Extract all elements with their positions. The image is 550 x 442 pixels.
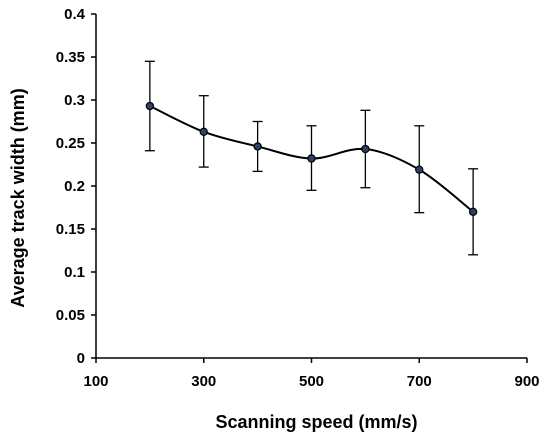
data-point — [415, 165, 424, 174]
x-tick-label: 100 — [83, 373, 108, 390]
data-point — [199, 127, 208, 137]
x-tick-label: 700 — [407, 373, 432, 390]
y-tick-label: 0.4 — [64, 6, 86, 23]
data-point — [307, 154, 316, 163]
x-axis-ticks: 100 300 500 700 900 — [83, 358, 540, 390]
data-point — [361, 144, 370, 154]
data-point — [468, 207, 478, 216]
data-point — [253, 142, 262, 151]
x-tick-label: 500 — [299, 373, 324, 390]
y-tick-label: 0.15 — [56, 221, 85, 238]
y-tick-label: 0.25 — [56, 135, 85, 152]
y-tick-label: 0.2 — [64, 178, 85, 195]
y-axis-title: Average track width (mm) — [8, 88, 28, 307]
data-markers — [145, 101, 478, 216]
y-tick-label: 0 — [77, 350, 85, 367]
y-tick-label: 0.3 — [64, 92, 85, 109]
x-tick-label: 300 — [191, 373, 216, 390]
x-tick-label: 900 — [514, 373, 539, 390]
x-axis-title: Scanning speed (mm/s) — [215, 412, 417, 432]
y-tick-label: 0.1 — [64, 264, 85, 281]
y-tick-label: 0.05 — [56, 307, 85, 324]
y-tick-label: 0.35 — [56, 49, 85, 66]
y-axis-ticks: 0 0.05 0.1 0.15 0.2 0.25 0.3 0.35 0.4 — [56, 6, 96, 367]
data-point — [145, 101, 155, 111]
